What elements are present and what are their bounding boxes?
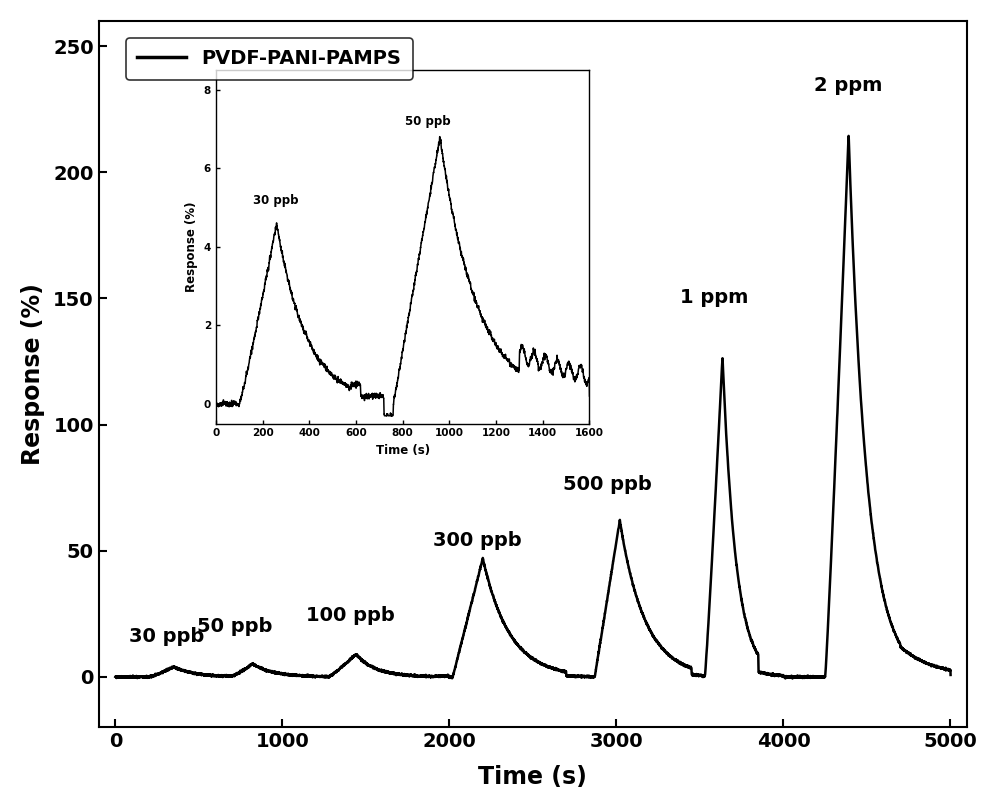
Text: 30 ppb: 30 ppb bbox=[129, 627, 204, 646]
Legend: PVDF-PANI-PAMPS: PVDF-PANI-PAMPS bbox=[126, 37, 413, 80]
Text: 100 ppb: 100 ppb bbox=[306, 607, 395, 625]
Text: 500 ppb: 500 ppb bbox=[563, 475, 652, 494]
Text: 300 ppb: 300 ppb bbox=[433, 531, 521, 550]
Text: 1 ppm: 1 ppm bbox=[680, 288, 748, 308]
Text: 50 ppb: 50 ppb bbox=[197, 616, 273, 636]
Y-axis label: Response (%): Response (%) bbox=[21, 284, 45, 465]
Text: 2 ppm: 2 ppm bbox=[814, 76, 882, 96]
X-axis label: Time (s): Time (s) bbox=[478, 765, 587, 789]
